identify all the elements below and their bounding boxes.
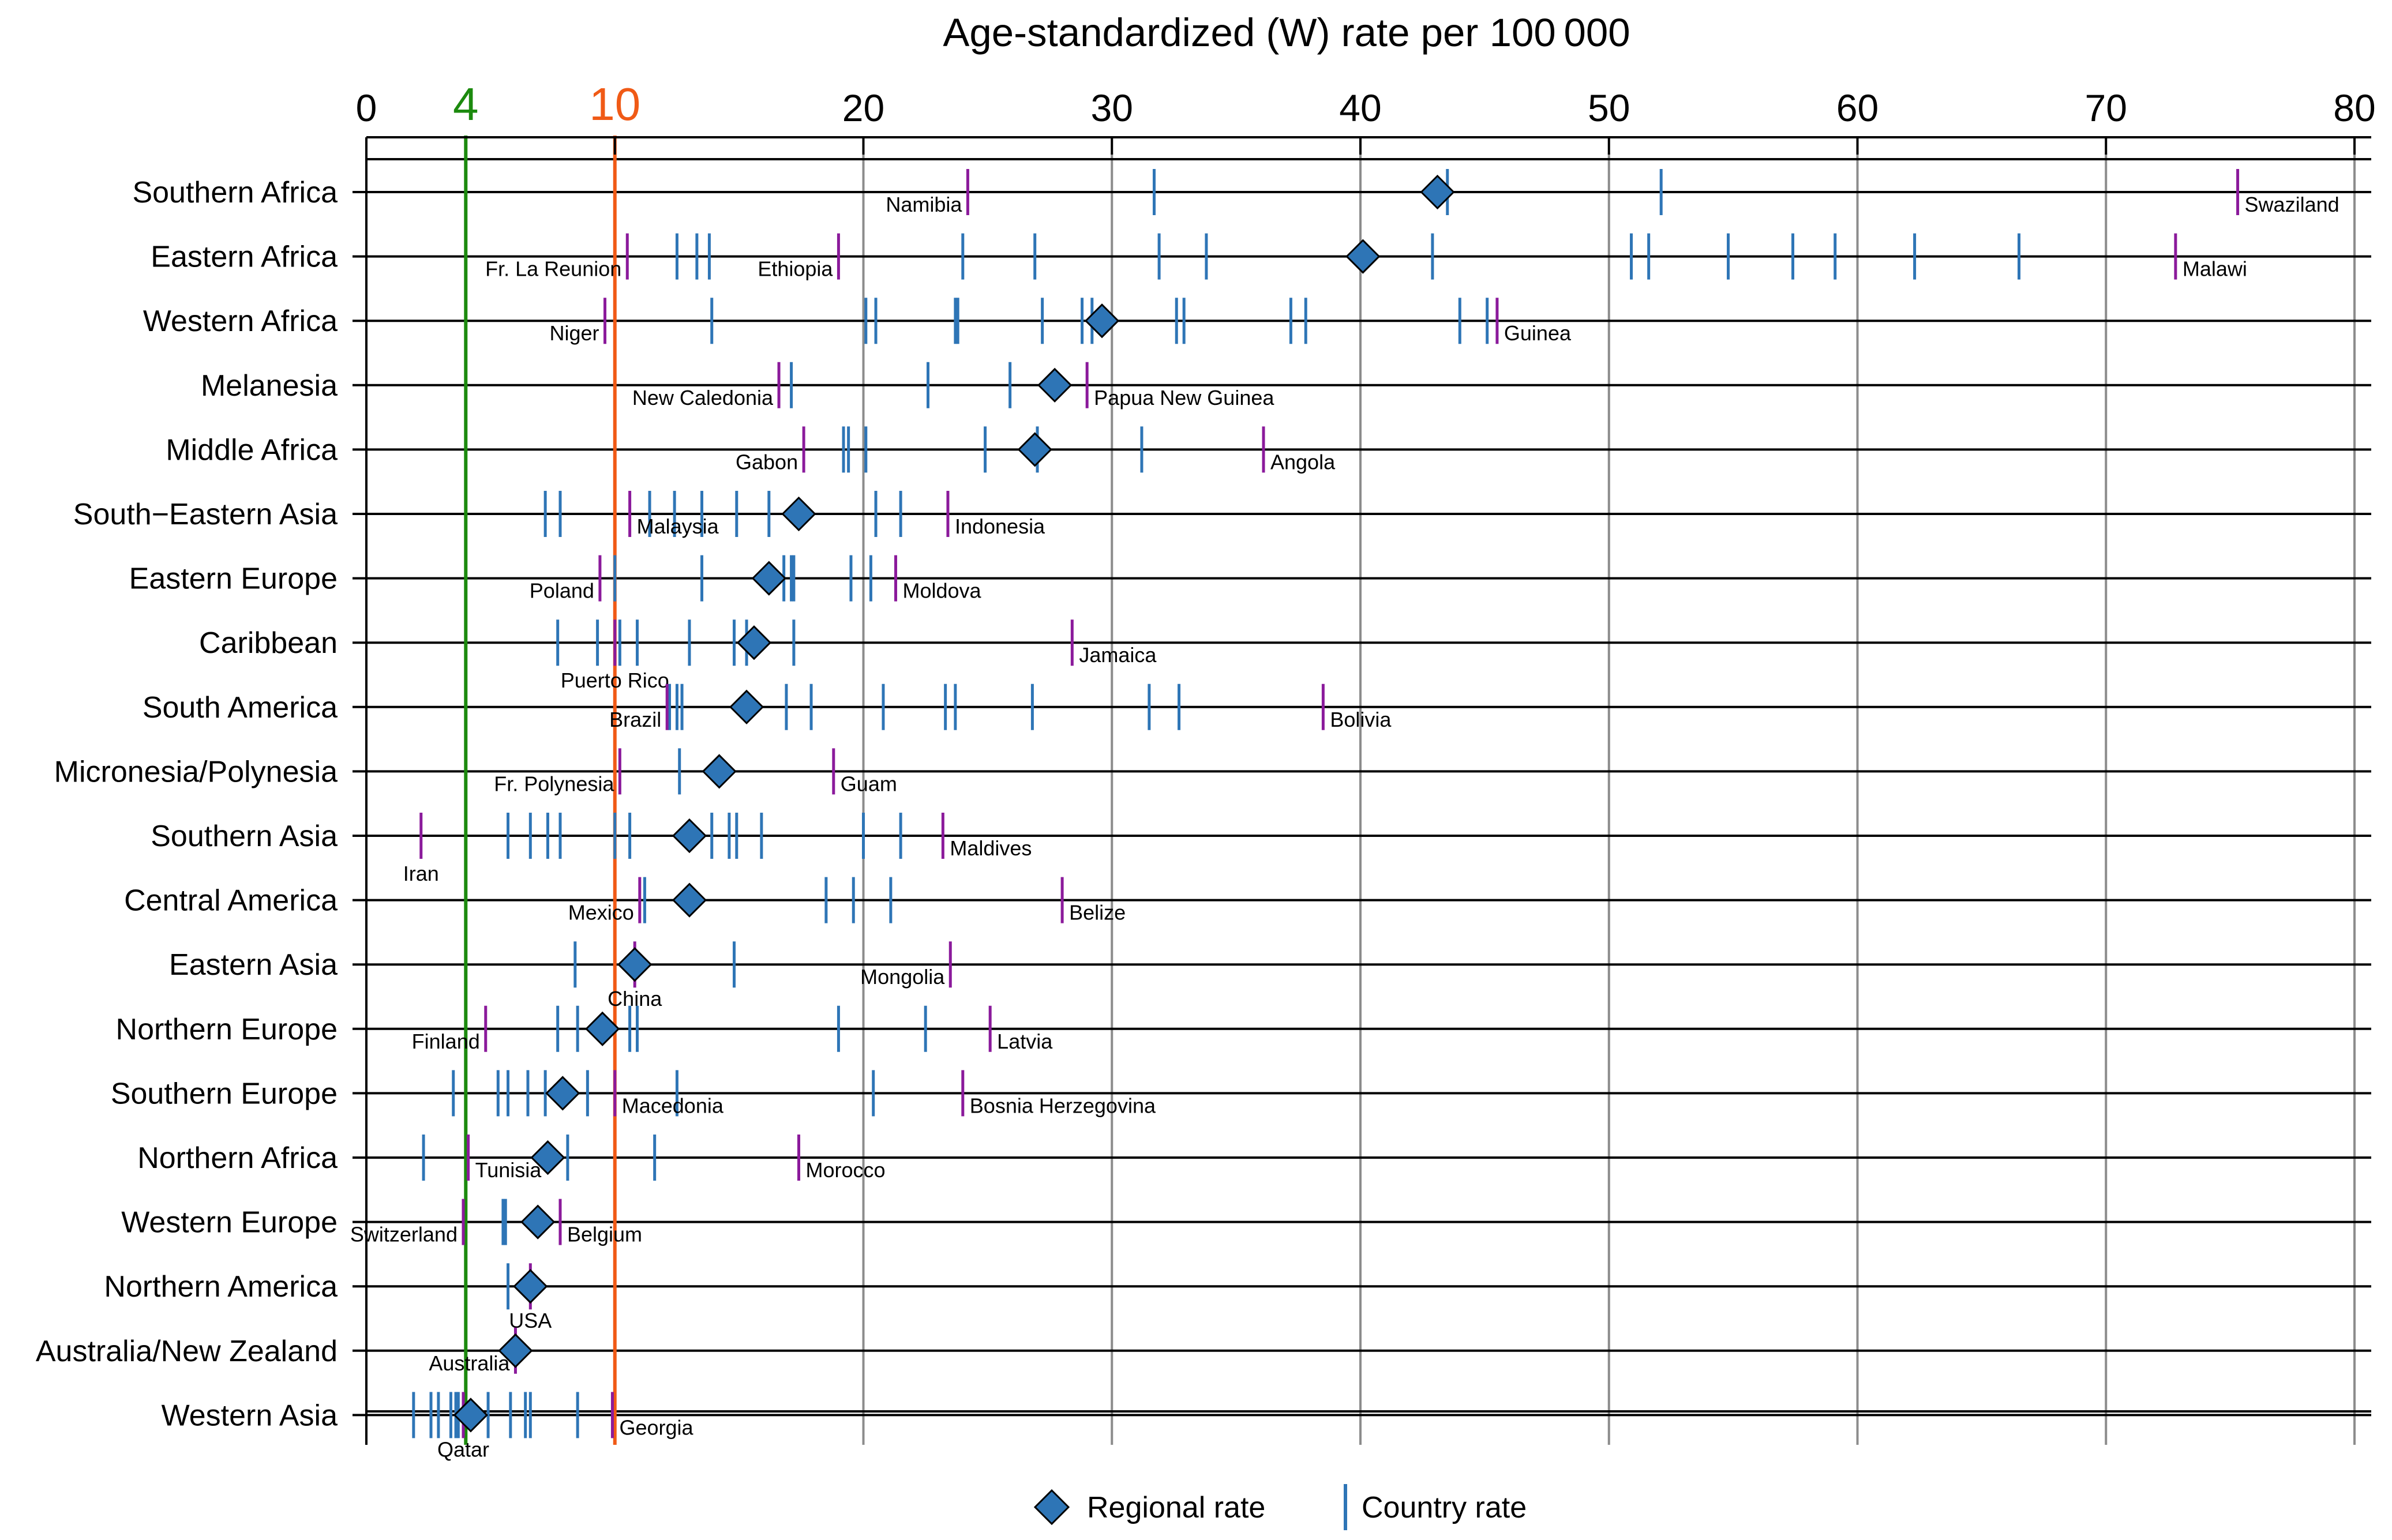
region-label: Northern Africa	[137, 1141, 338, 1175]
region-label: Northern America	[104, 1270, 338, 1304]
regional-rate-marker	[781, 496, 816, 532]
country-label: Namibia	[886, 193, 962, 216]
region-label: Central America	[124, 884, 338, 918]
regional-rate-marker	[498, 1333, 533, 1368]
region-label: Western Europe	[121, 1206, 338, 1239]
regional-rate-marker	[617, 947, 653, 982]
legend-country-label: Country rate	[1362, 1491, 1527, 1524]
x-tick-label-20: 20	[842, 87, 884, 129]
country-label: Mongolia	[860, 965, 945, 989]
country-label: Jamaica	[1079, 643, 1157, 667]
country-label: Niger	[549, 321, 599, 345]
country-label: Latvia	[997, 1030, 1053, 1053]
regional-rate-marker	[1084, 303, 1120, 339]
country-label: Fr. Polynesia	[494, 772, 614, 795]
chart-title: Age-standardized (W) rate per 100 000	[943, 10, 1630, 55]
country-label: Tunisia	[475, 1158, 542, 1182]
region-label: Australia/New Zealand	[36, 1335, 338, 1368]
country-label: Gabon	[736, 450, 798, 474]
regional-rate-marker	[702, 754, 737, 789]
country-label: Swaziland	[2245, 193, 2339, 216]
country-label: Poland	[530, 579, 594, 603]
regional-rate-marker	[672, 818, 707, 854]
region-label: Middle Africa	[166, 433, 338, 467]
country-label: Papua New Guinea	[1094, 386, 1274, 410]
regional-rate-marker	[729, 689, 764, 724]
country-label: Malaysia	[637, 514, 719, 538]
region-rows: Southern Africa Eastern Africa Western Afr…	[36, 158, 2371, 1432]
region-label: Eastern Africa	[151, 241, 338, 274]
legend-regional-marker	[1033, 1489, 1070, 1526]
x-tick-label-0: 0	[356, 87, 377, 129]
country-label: Belgium	[567, 1223, 642, 1246]
regional-rate-marker	[736, 625, 772, 660]
country-label: Guam	[841, 772, 897, 795]
x-tick-label-80: 80	[2333, 87, 2375, 129]
country-label: Angola	[1270, 450, 1336, 474]
country-label: Bolivia	[1330, 708, 1392, 731]
region-label: Southern Africa	[132, 176, 338, 209]
regional-rate-marker	[453, 1398, 489, 1433]
region-label: Eastern Asia	[169, 948, 338, 982]
country-label: Georgia	[619, 1415, 693, 1439]
x-tick-label-60: 60	[1836, 87, 1879, 129]
regional-rate-marker	[751, 561, 786, 596]
regional-rate-marker	[1017, 432, 1052, 467]
reference-label-10: 10	[589, 78, 640, 130]
region-label: Northern Europe	[116, 1013, 338, 1046]
country-label: Finland	[412, 1030, 480, 1053]
region-label: South America	[143, 691, 338, 724]
country-label: Mexico	[568, 901, 634, 925]
country-label: Malawi	[2183, 257, 2247, 281]
grid-layer	[862, 153, 2356, 1445]
country-label: Ethiopia	[758, 257, 833, 281]
reference-lines: 4 10	[453, 78, 640, 1445]
region-label: Caribbean	[199, 626, 338, 660]
country-label: Belize	[1069, 901, 1126, 925]
regional-rate-marker	[672, 882, 707, 918]
country-label: Maldives	[950, 836, 1032, 860]
x-tick-label-50: 50	[1588, 87, 1630, 129]
x-tick-label-30: 30	[1091, 87, 1133, 129]
country-label: Bosnia Herzegovina	[970, 1094, 1156, 1117]
legend-regional-label: Regional rate	[1087, 1491, 1265, 1524]
regional-rate-marker	[1345, 239, 1381, 274]
regional-rate-marker	[520, 1204, 556, 1239]
country-label: Guinea	[1504, 321, 1572, 345]
regional-rate-marker	[530, 1140, 565, 1175]
regional-rate-marker	[545, 1076, 580, 1111]
country-label: Fr. La Reunion	[485, 257, 621, 281]
region-label: Western Asia	[162, 1399, 338, 1432]
country-label: Iran	[403, 862, 439, 885]
regional-rate-marker	[1420, 174, 1455, 210]
country-label: Qatar	[437, 1437, 489, 1461]
regional-rate-marker	[513, 1269, 548, 1304]
country-label: New Caledonia	[632, 386, 774, 410]
country-label: Puerto Rico	[561, 668, 669, 692]
x-axis: 0 20 30 40 50 60 70 80	[356, 87, 2376, 1445]
country-label: China	[608, 987, 662, 1011]
region-label: Western Africa	[143, 305, 338, 338]
region-label: South−Eastern Asia	[73, 498, 338, 531]
reference-label-4: 4	[453, 78, 479, 130]
country-label: Switzerland	[350, 1223, 458, 1246]
legend: Regional rate Country rate	[1033, 1484, 1527, 1530]
data-marks: Namibia Swaziland Fr. La Reunion Ethiopia Ma…	[350, 169, 2339, 1461]
country-label: Indonesia	[955, 514, 1045, 538]
country-label: Moldova	[902, 579, 981, 603]
country-label: Brazil	[609, 708, 661, 731]
country-label: Australia	[429, 1351, 510, 1375]
country-label: Morocco	[806, 1158, 886, 1182]
region-label: Melanesia	[201, 369, 338, 403]
x-tick-label-40: 40	[1339, 87, 1381, 129]
region-label: Southern Asia	[151, 820, 338, 853]
regional-rate-marker	[585, 1011, 620, 1046]
x-tick-label-70: 70	[2085, 87, 2127, 129]
region-label: Southern Europe	[111, 1077, 338, 1110]
region-label: Eastern Europe	[129, 562, 338, 596]
country-label: Macedonia	[622, 1094, 724, 1117]
region-label: Micronesia/Polynesia	[54, 755, 338, 788]
regional-rate-marker	[1037, 367, 1073, 403]
